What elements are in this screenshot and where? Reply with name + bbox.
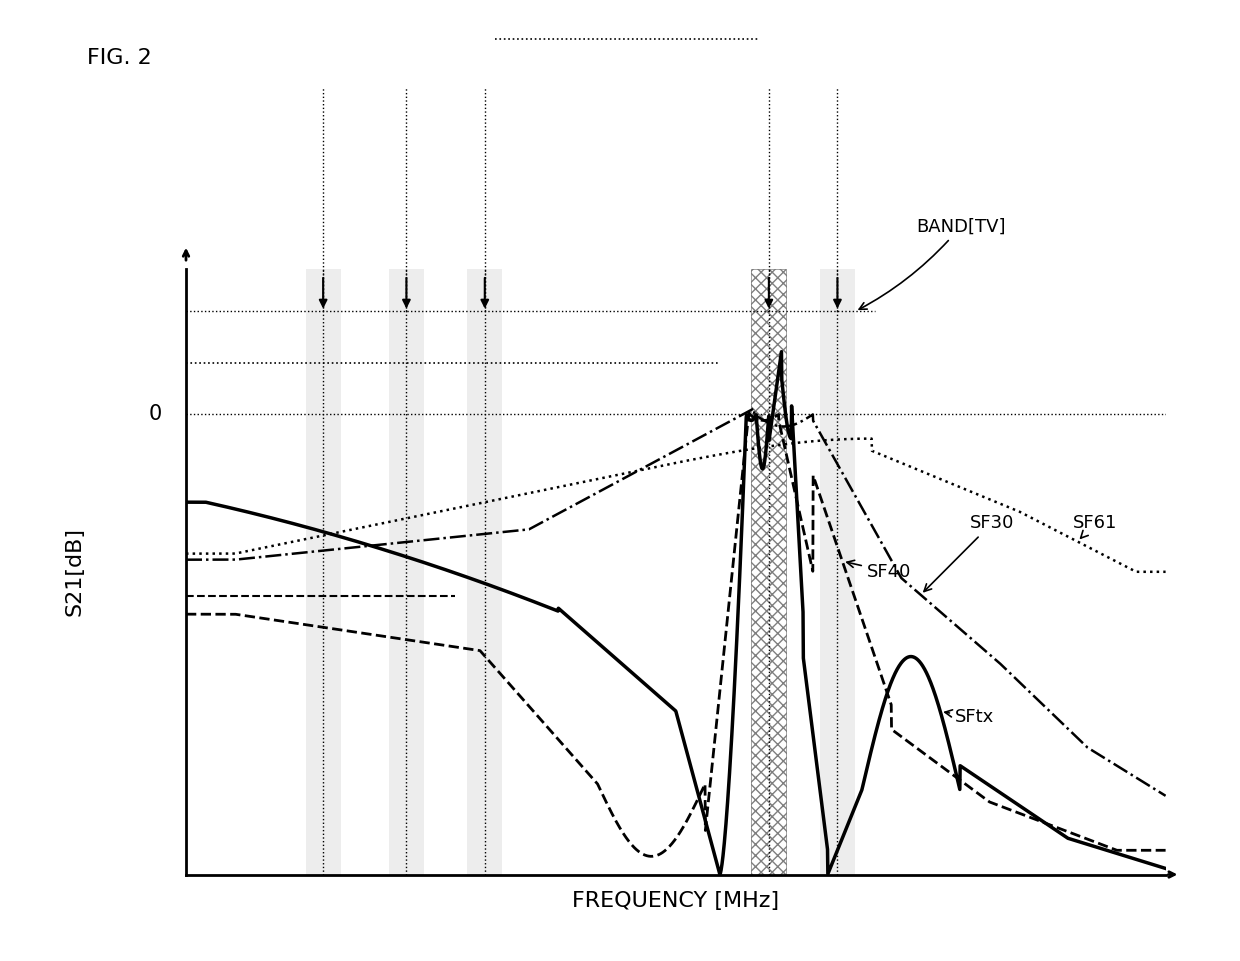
Text: SF61: SF61 — [1073, 514, 1117, 538]
Bar — [389, 269, 424, 875]
Text: SF40: SF40 — [847, 560, 911, 580]
Bar — [820, 269, 856, 875]
Text: FIG. 2: FIG. 2 — [87, 48, 151, 68]
Text: SF30: SF30 — [924, 514, 1014, 592]
Bar — [305, 269, 341, 875]
X-axis label: FREQUENCY [MHz]: FREQUENCY [MHz] — [572, 891, 780, 911]
Text: S21[dB]: S21[dB] — [64, 528, 84, 616]
Text: 0: 0 — [149, 405, 161, 425]
Text: SFtx: SFtx — [945, 708, 994, 727]
Bar — [467, 269, 502, 875]
Bar — [751, 269, 786, 875]
Text: BAND[TV]: BAND[TV] — [859, 218, 1006, 309]
